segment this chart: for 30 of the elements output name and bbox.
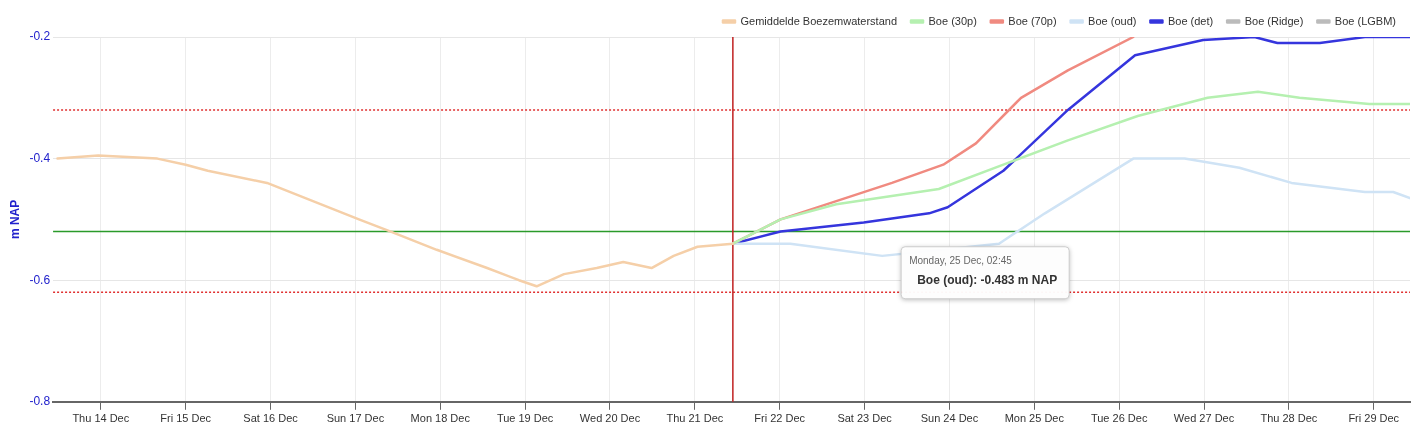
legend-label: Boe (det): [1167, 14, 1214, 27]
y-axis-title: m NAP: [7, 199, 22, 240]
x-tick-label: Wed 27 Dec: [1173, 412, 1235, 425]
x-tick-label: Sat 23 Dec: [837, 412, 893, 425]
x-tick-label: Sun 17 Dec: [326, 412, 385, 425]
x-tick-label: Sat 16 Dec: [243, 412, 299, 425]
x-tick-label: Tue 19 Dec: [496, 412, 554, 425]
legend-label: Boe (30p): [928, 14, 977, 27]
x-tick-label: Mon 18 Dec: [410, 412, 471, 425]
x-tick-label: Fri 15 Dec: [160, 412, 212, 425]
x-tick-label: Sun 24 Dec: [920, 412, 979, 425]
x-tick-label: Fri 22 Dec: [754, 412, 806, 425]
annotation: Boe (oud): -0.483 m NAP: [917, 273, 1058, 288]
x-tick-label: Thu 14 Dec: [72, 412, 130, 425]
legend-label: Boe (Ridge): [1244, 14, 1304, 27]
x-tick-label: Thu 28 Dec: [1260, 412, 1318, 425]
x-tick-label: Fri 29 Dec: [1348, 412, 1400, 425]
annotation: Monday, 25 Dec, 02:45: [909, 254, 1013, 266]
legend-label: Boe (oud): [1088, 14, 1137, 27]
y-tick-label: -0.8: [29, 394, 51, 409]
x-tick-label: Mon 25 Dec: [1004, 412, 1065, 425]
y-tick-label: -0.6: [29, 272, 51, 287]
legend-label: Gemiddelde Boezemwaterstand: [740, 14, 898, 27]
y-tick-label: -0.2: [29, 29, 51, 44]
legend-label: Boe (70p): [1008, 14, 1057, 27]
x-tick-label: Wed 20 Dec: [579, 412, 641, 425]
x-tick-label: Thu 21 Dec: [666, 412, 724, 425]
x-tick-label: Tue 26 Dec: [1090, 412, 1148, 425]
y-tick-label: -0.4: [29, 150, 51, 165]
legend-label: Boe (LGBM): [1334, 14, 1397, 27]
